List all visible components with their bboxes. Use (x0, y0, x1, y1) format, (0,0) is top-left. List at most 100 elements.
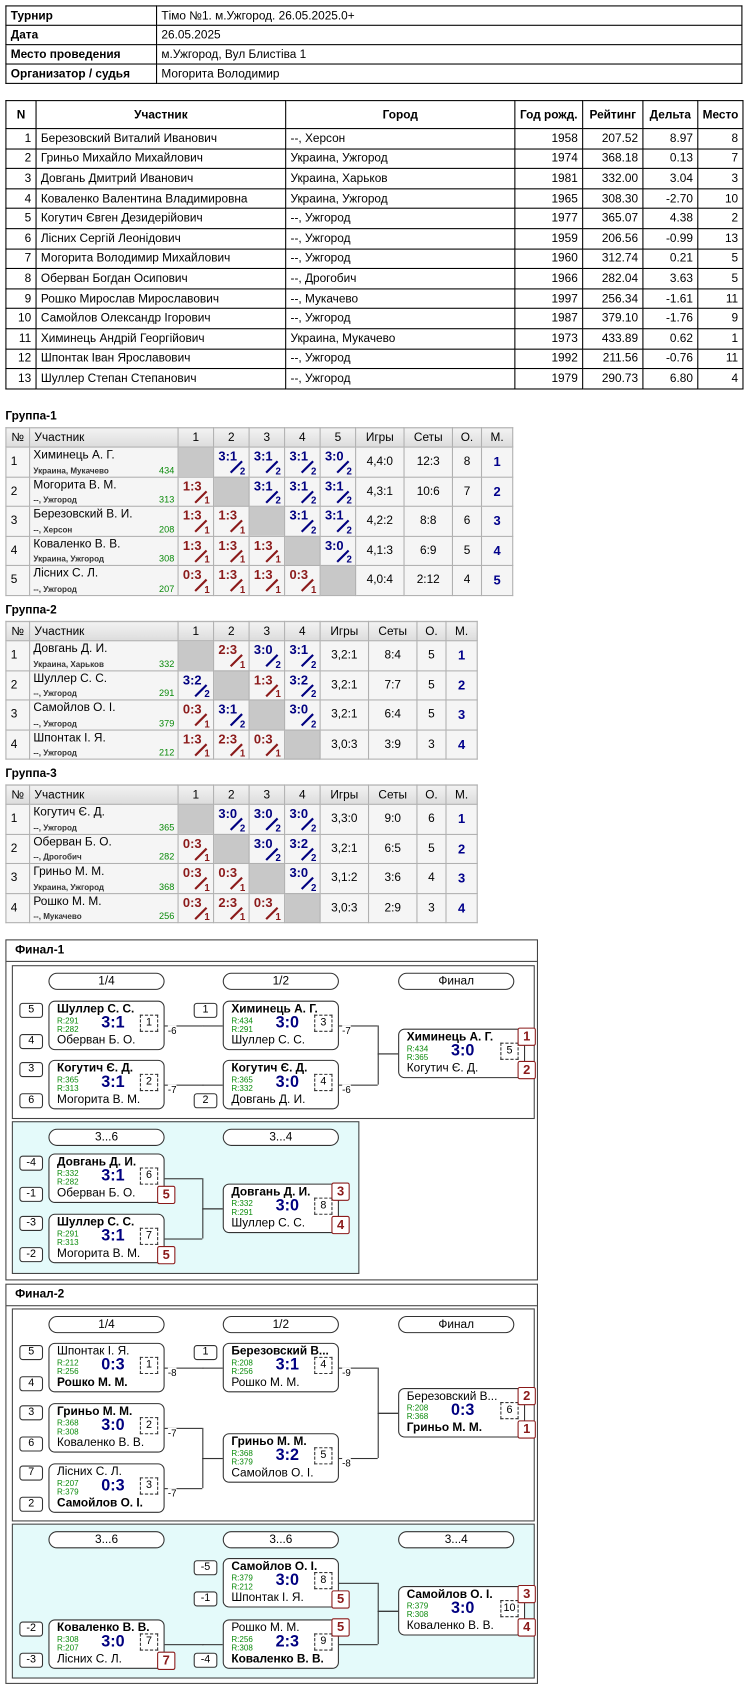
result-points: 2 (310, 881, 317, 893)
player-city: --, Дрогобич (33, 852, 82, 862)
player-wrap: Довгань Д. И. Украина, Харьков 332 (30, 641, 177, 670)
top-player: Гриньо М. М. (231, 1435, 307, 1449)
seed: 2 (19, 1496, 44, 1512)
loser-to: -8 (167, 1367, 177, 1379)
cell: 5 (697, 268, 744, 290)
cell: Березовский Виталий Иванович (35, 128, 287, 150)
cell: 1992 (514, 348, 584, 370)
result-points: 2 (346, 465, 352, 477)
connector (202, 1084, 223, 1086)
top-player: Березовский В... (231, 1345, 329, 1358)
cell: --, Ужгород (285, 228, 516, 250)
top-rating: R:308 (57, 1634, 79, 1645)
cell: Шуллер Степан Степанович (35, 368, 287, 390)
result-wrap: 0:3 1 (250, 894, 284, 922)
result-score: 3:1 (289, 507, 309, 523)
cell: 1979 (514, 368, 584, 390)
points: 5 (416, 699, 447, 731)
result-score: 0:3 (182, 894, 202, 910)
result-score: 2:3 (218, 731, 238, 747)
result-cell: 1:3 1 (177, 728, 215, 760)
bottom-player: Рошко М. М. (231, 1376, 300, 1390)
result-wrap: 3:0 2 (250, 805, 284, 833)
result-cell: 3:1 2 (319, 476, 357, 507)
result-score: 1:3 (253, 537, 273, 553)
result-cell (284, 892, 321, 924)
result-points: 2 (310, 718, 317, 729)
result-cell: 1:3 1 (177, 476, 215, 507)
top-rating: R:212 (57, 1357, 79, 1368)
result-cell: 3:0 2 (248, 833, 286, 865)
bottom-player: Когутич Є. Д. (406, 1062, 479, 1075)
top-player: Шуллер С. С. (57, 1002, 135, 1016)
column-header: 2 (213, 620, 250, 642)
result-cell: 1:3 1 (248, 564, 286, 596)
place: 1 (480, 446, 514, 478)
group-table: № Участник 1 2 3 4 Игры Сеты О. М. 1 Довгань Д. И. У… (5, 620, 478, 760)
cell: 1977 (514, 208, 584, 230)
column-header: Игры (355, 427, 405, 448)
player-rating: 368 (159, 880, 175, 892)
player-city: Украина, Ужгород (33, 554, 105, 564)
cell: Украина, Ужгород (285, 188, 516, 210)
place: 3 (445, 699, 478, 731)
top-rating: R:332 (57, 1168, 79, 1179)
connector (202, 1178, 204, 1209)
bottom-player: Самойлов О. І. (57, 1496, 143, 1510)
result-cell: 1:3 1 (248, 669, 286, 701)
place-box: 7 (157, 1651, 176, 1670)
result-wrap: 0:3 1 (179, 894, 213, 922)
result-score: 3:1 (324, 507, 344, 523)
bottom-player: Могорита В. М. (57, 1093, 141, 1107)
place-box: 3 (517, 1584, 536, 1604)
match-score: 3:1 (275, 1355, 299, 1375)
place-box: 5 (331, 1618, 350, 1637)
cell: 0.21 (642, 248, 699, 270)
result-score: 0:3 (253, 731, 273, 747)
player-cell: Довгань Д. И. Украина, Харьков 332 (29, 640, 179, 671)
match-number: 1 (139, 1356, 159, 1375)
participant-row: 9 Рошко Мирослав Мирославович --, Мукачево… (5, 288, 744, 310)
connector (377, 1582, 379, 1611)
player-name: Оберван Б. О. (33, 835, 112, 849)
column-header: М. (445, 784, 478, 805)
result-wrap: 1:3 1 (179, 730, 213, 758)
info-row: Турнир Тімо №1. м.Ужгород. 26.05.2025.0+ (5, 5, 743, 26)
connector (202, 1367, 223, 1369)
place: 4 (445, 728, 478, 760)
round-label: 3...6 (48, 1128, 165, 1146)
column-header: Дельта (642, 100, 699, 130)
cell: 6.80 (642, 368, 699, 390)
result-score: 3:0 (289, 805, 309, 821)
bottom-rating: R:256 (57, 1366, 79, 1377)
cell: 1974 (514, 148, 584, 170)
cell: 3.63 (642, 268, 699, 290)
connector (202, 1457, 223, 1460)
sets: 6:5 (367, 833, 418, 865)
result-score: 3:1 (218, 448, 238, 464)
connector (202, 1644, 223, 1646)
top-player: Самойлов О. І. (231, 1560, 318, 1574)
cell: 7 (5, 248, 37, 270)
bottom-rating: R:282 (57, 1024, 79, 1035)
cell: 8.97 (642, 128, 699, 150)
result-wrap: 3:0 2 (285, 805, 319, 833)
result-cell: 1:3 1 (248, 535, 286, 566)
result-points: 2 (346, 524, 352, 536)
points: 4 (451, 564, 483, 596)
participants-table: N Участник Город Год рожд. Рейтинг Дельта Мест… (5, 100, 744, 390)
result-points: 2 (346, 494, 352, 506)
column-header: Участник (29, 427, 179, 448)
row-number: 2 (5, 669, 31, 701)
connector (202, 1457, 204, 1489)
player-rating: 365 (159, 821, 175, 833)
place-box: 1 (517, 1027, 536, 1046)
bottom-player: Могорита В. М. (57, 1247, 141, 1260)
points: 5 (451, 535, 483, 566)
header-row: № Участник 1 2 3 4 Игры Сеты О. М. (5, 620, 478, 642)
match-number: 7 (139, 1633, 159, 1651)
player-city: --, Ужгород (33, 718, 77, 728)
points: 5 (416, 669, 447, 701)
final-box: Финал -2 (5, 1283, 538, 1684)
player-wrap: Шпонтак І. Я. --, Ужгород 212 (30, 730, 177, 759)
